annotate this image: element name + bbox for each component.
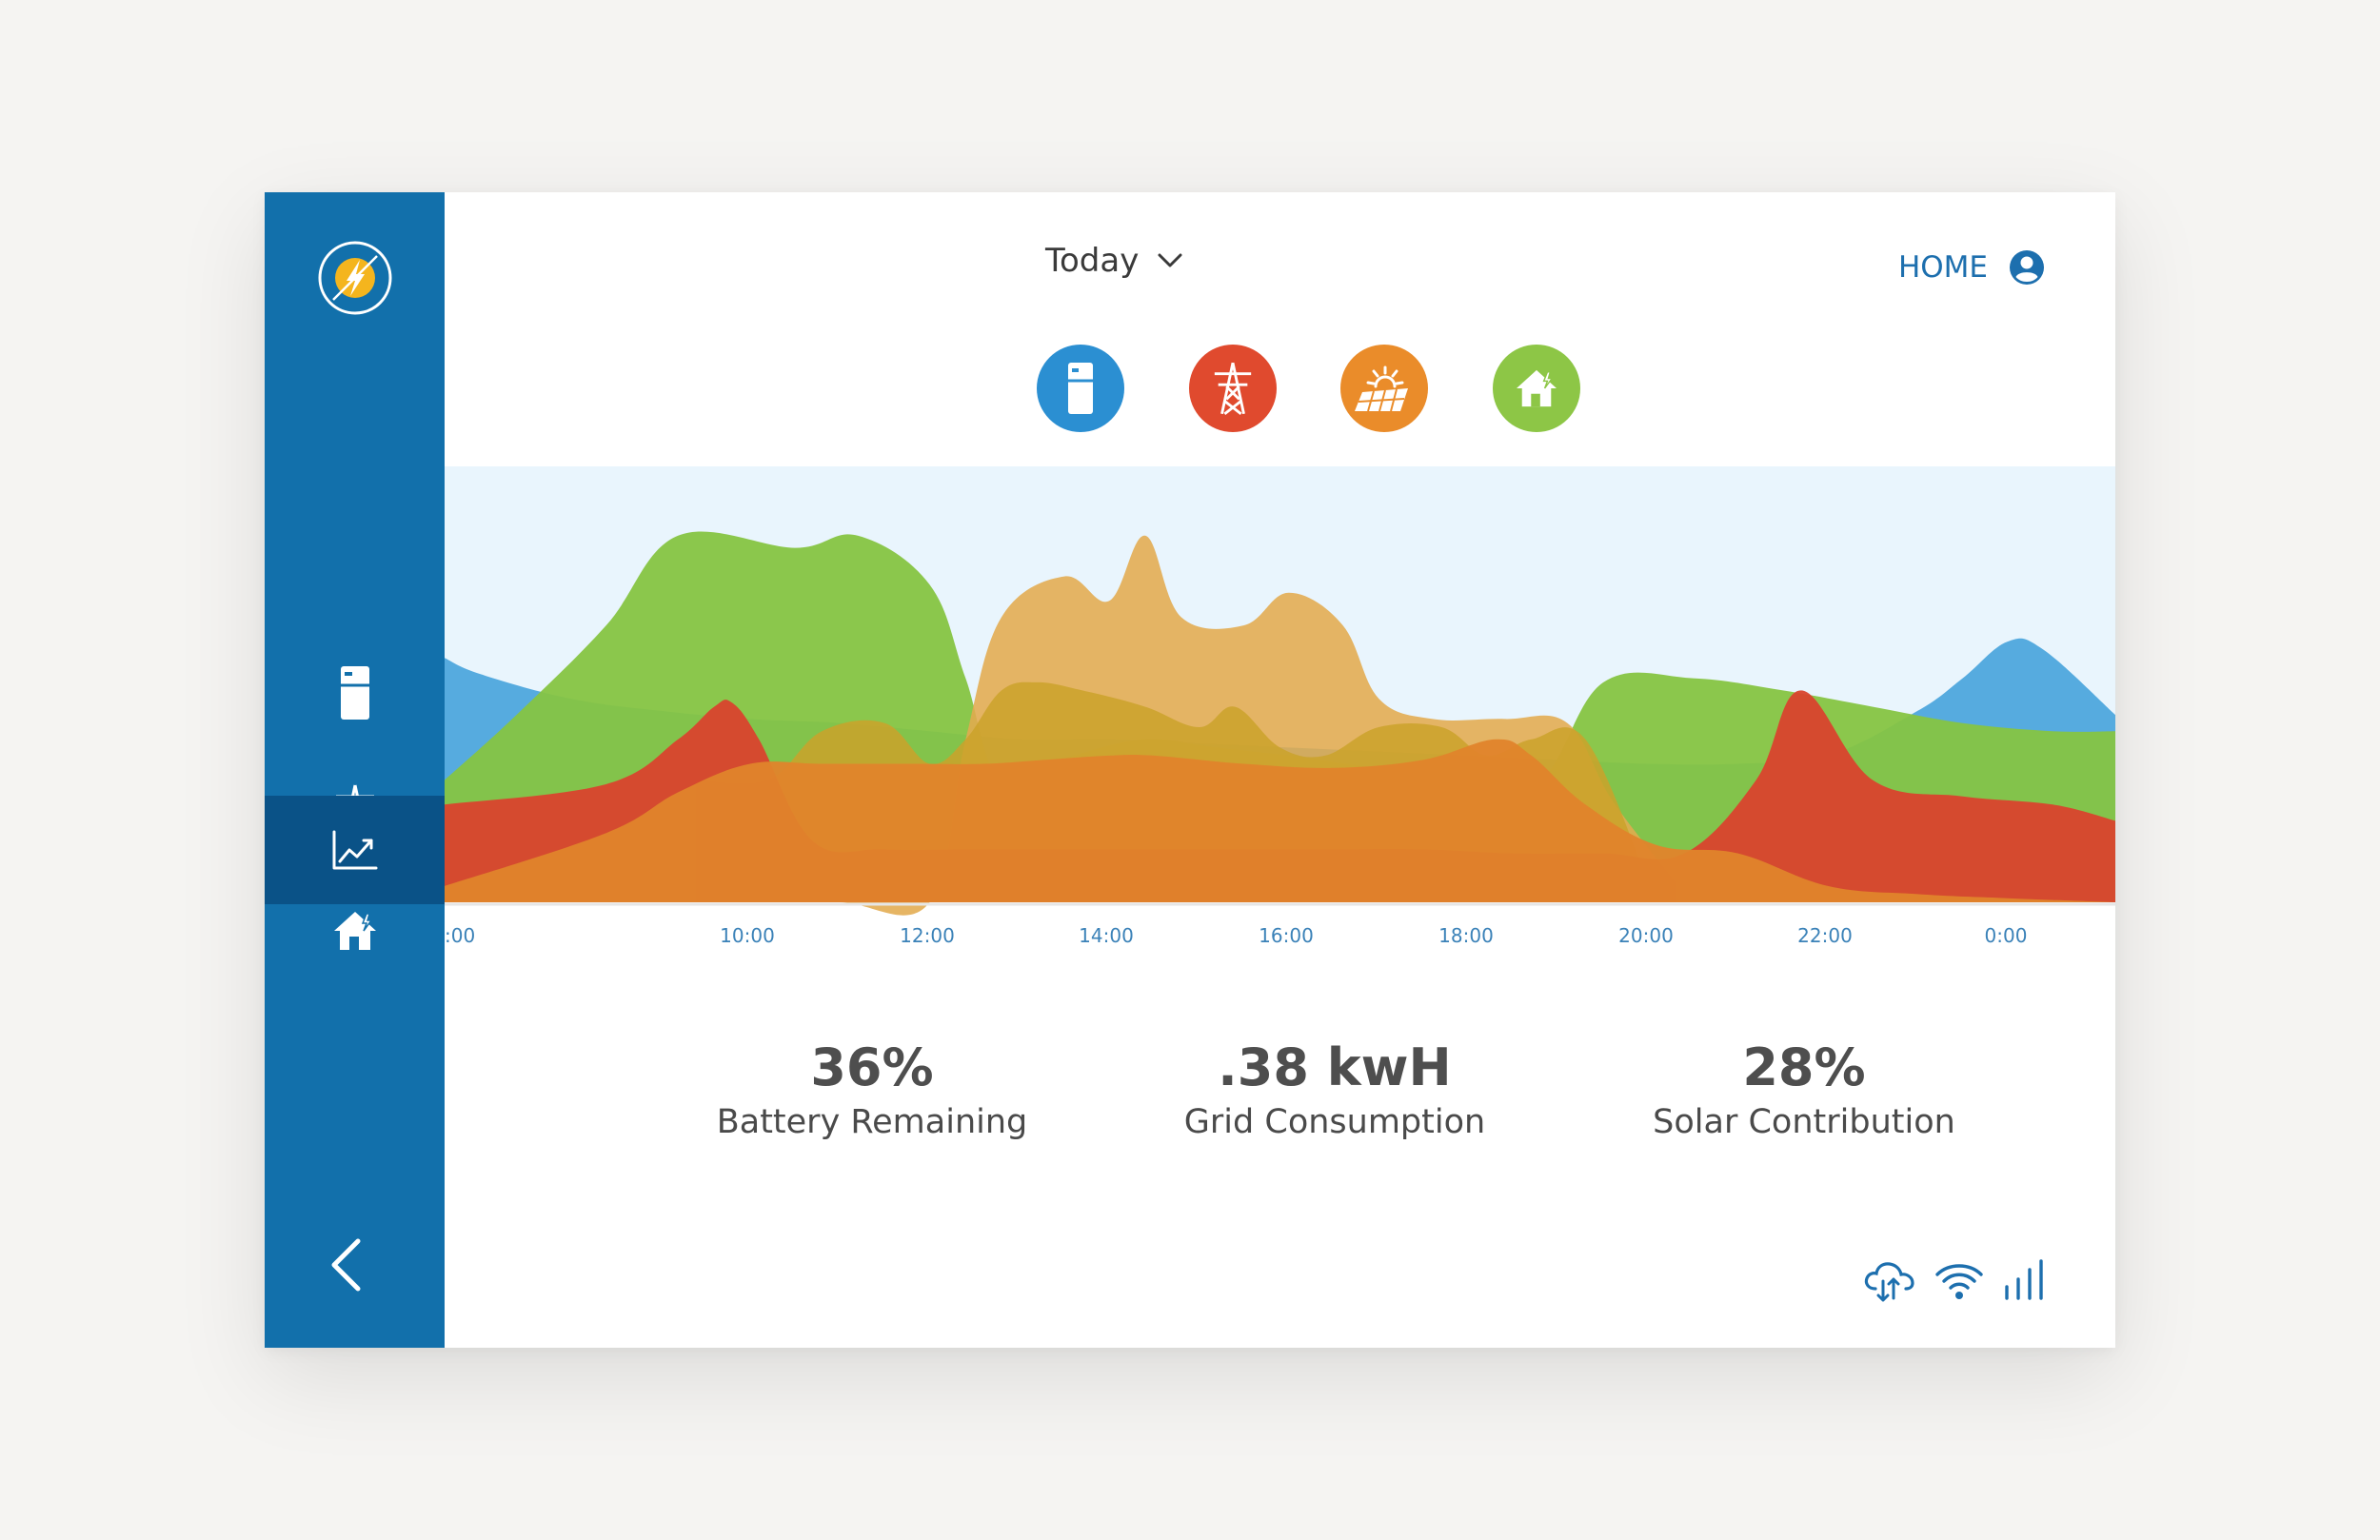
stat-value: 28% [1742,1037,1866,1097]
filter-home-button[interactable] [1493,345,1580,432]
series-area-4 [445,690,2115,902]
stat-value: .38 kwH [1218,1037,1452,1097]
home-energy-icon [1517,369,1557,407]
stat-value: 36% [810,1037,934,1097]
x-tick-label: 14:00 [1079,924,1134,947]
account-label: HOME [1897,250,1988,285]
sidebar-item-trend[interactable] [265,796,445,904]
user-avatar-icon [2010,250,2044,285]
cloud-sync-icon [1864,1262,1914,1302]
wifi-icon [1935,1264,1983,1299]
x-tick-label: 16:00 [1259,924,1314,947]
battery-icon [1068,363,1093,414]
sidebar [265,192,445,1348]
chevron-down-icon [1158,253,1182,267]
account-menu[interactable]: HOME [1898,249,2045,286]
x-tick-label: 20:00 [1618,924,1674,947]
stat-solar: 28% Solar Contribution [1595,1037,2013,1142]
power-tower-icon [1214,362,1252,415]
period-label: Today [1045,242,1140,280]
stat-label: Grid Consumption [1183,1103,1486,1142]
stat-label: Solar Contribution [1653,1103,1955,1142]
filter-battery-button[interactable] [1037,345,1124,432]
x-tick-label: 12:00 [900,924,955,947]
signal-icon [2005,1259,2043,1300]
energy-area-chart: :00 10:00 12:00 14:00 16:00 18:00 20:00 22:00 0:… [445,466,2115,947]
battery-icon [340,666,369,720]
x-tick-label: 0:00 [1985,924,2028,947]
sidebar-item-battery[interactable] [265,640,445,746]
x-tick-label: :00 [445,924,475,947]
stat-battery: 36% Battery Remaining [663,1037,1081,1142]
series-area-5 [445,739,2115,902]
status-bar [1862,1258,2049,1302]
stat-grid: .38 kwH Grid Consumption [1125,1037,1544,1142]
filter-solar-button[interactable] [1340,345,1428,432]
trend-chart-icon [332,830,377,870]
period-dropdown[interactable]: Today [1045,242,1182,280]
app-logo-icon [318,241,392,315]
sidebar-item-home[interactable] [265,878,445,984]
x-tick-label: 22:00 [1797,924,1853,947]
back-button[interactable] [317,1232,374,1298]
x-tick-label: 18:00 [1438,924,1494,947]
chevron-left-icon [331,1238,361,1292]
stat-label: Battery Remaining [716,1103,1028,1142]
dashboard-panel: Today HOME [265,192,2115,1348]
home-energy-icon [333,912,376,950]
filter-grid-button[interactable] [1189,345,1277,432]
x-tick-label: 10:00 [720,924,775,947]
solar-panel-icon [1355,365,1408,412]
